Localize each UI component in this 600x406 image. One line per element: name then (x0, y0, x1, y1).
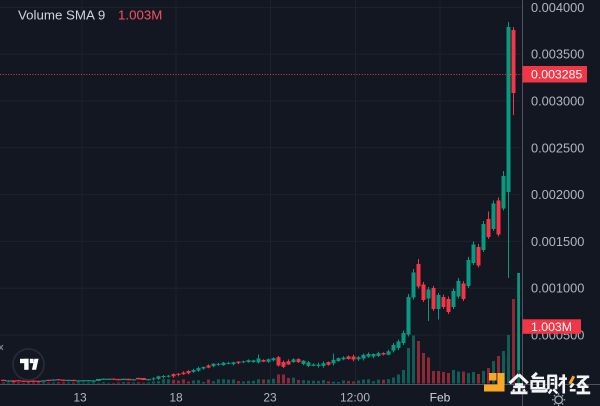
svg-text:23: 23 (263, 391, 277, 405)
svg-text:0.004000: 0.004000 (531, 0, 584, 15)
svg-text:0.002000: 0.002000 (531, 187, 584, 202)
svg-text:1.003M: 1.003M (118, 8, 162, 23)
svg-text:1.003M: 1.003M (531, 320, 572, 334)
svg-text:0.003000: 0.003000 (531, 94, 584, 109)
svg-text:0.003500: 0.003500 (531, 47, 584, 62)
svg-text:13: 13 (73, 391, 87, 405)
svg-text:0.002500: 0.002500 (531, 140, 584, 155)
svg-text:0.001500: 0.001500 (531, 234, 584, 249)
svg-text:18: 18 (169, 391, 183, 405)
svg-text:0.003285: 0.003285 (531, 67, 582, 81)
svg-text:Volume SMA 9: Volume SMA 9 (18, 8, 105, 23)
svg-text:0.001000: 0.001000 (531, 281, 584, 296)
svg-text:12:00: 12:00 (340, 391, 370, 405)
svg-text:Feb: Feb (430, 391, 451, 405)
